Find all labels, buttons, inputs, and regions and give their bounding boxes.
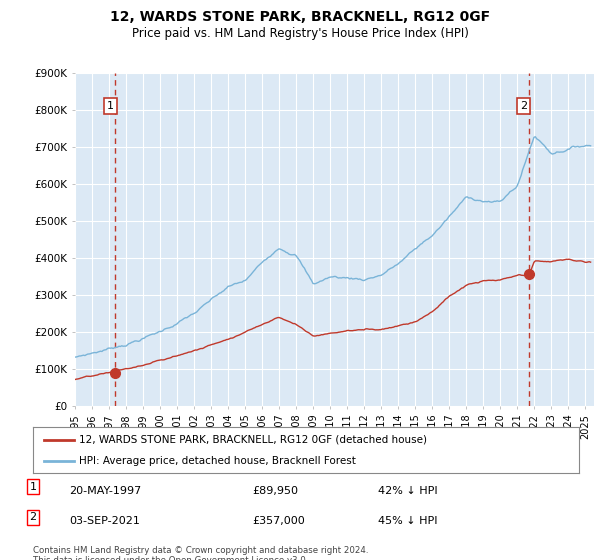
Text: Price paid vs. HM Land Registry's House Price Index (HPI): Price paid vs. HM Land Registry's House … [131, 27, 469, 40]
Text: 45% ↓ HPI: 45% ↓ HPI [378, 516, 437, 526]
Text: 42% ↓ HPI: 42% ↓ HPI [378, 486, 437, 496]
Text: 12, WARDS STONE PARK, BRACKNELL, RG12 0GF: 12, WARDS STONE PARK, BRACKNELL, RG12 0G… [110, 10, 490, 24]
Text: 1: 1 [29, 482, 37, 492]
Text: 03-SEP-2021: 03-SEP-2021 [69, 516, 140, 526]
Text: 12, WARDS STONE PARK, BRACKNELL, RG12 0GF (detached house): 12, WARDS STONE PARK, BRACKNELL, RG12 0G… [79, 435, 427, 445]
Text: 2: 2 [29, 512, 37, 522]
Text: Contains HM Land Registry data © Crown copyright and database right 2024.
This d: Contains HM Land Registry data © Crown c… [33, 546, 368, 560]
Text: 2: 2 [520, 101, 527, 111]
Text: HPI: Average price, detached house, Bracknell Forest: HPI: Average price, detached house, Brac… [79, 456, 356, 466]
Text: 1: 1 [107, 101, 114, 111]
Text: £357,000: £357,000 [252, 516, 305, 526]
Text: 20-MAY-1997: 20-MAY-1997 [69, 486, 141, 496]
Text: £89,950: £89,950 [252, 486, 298, 496]
